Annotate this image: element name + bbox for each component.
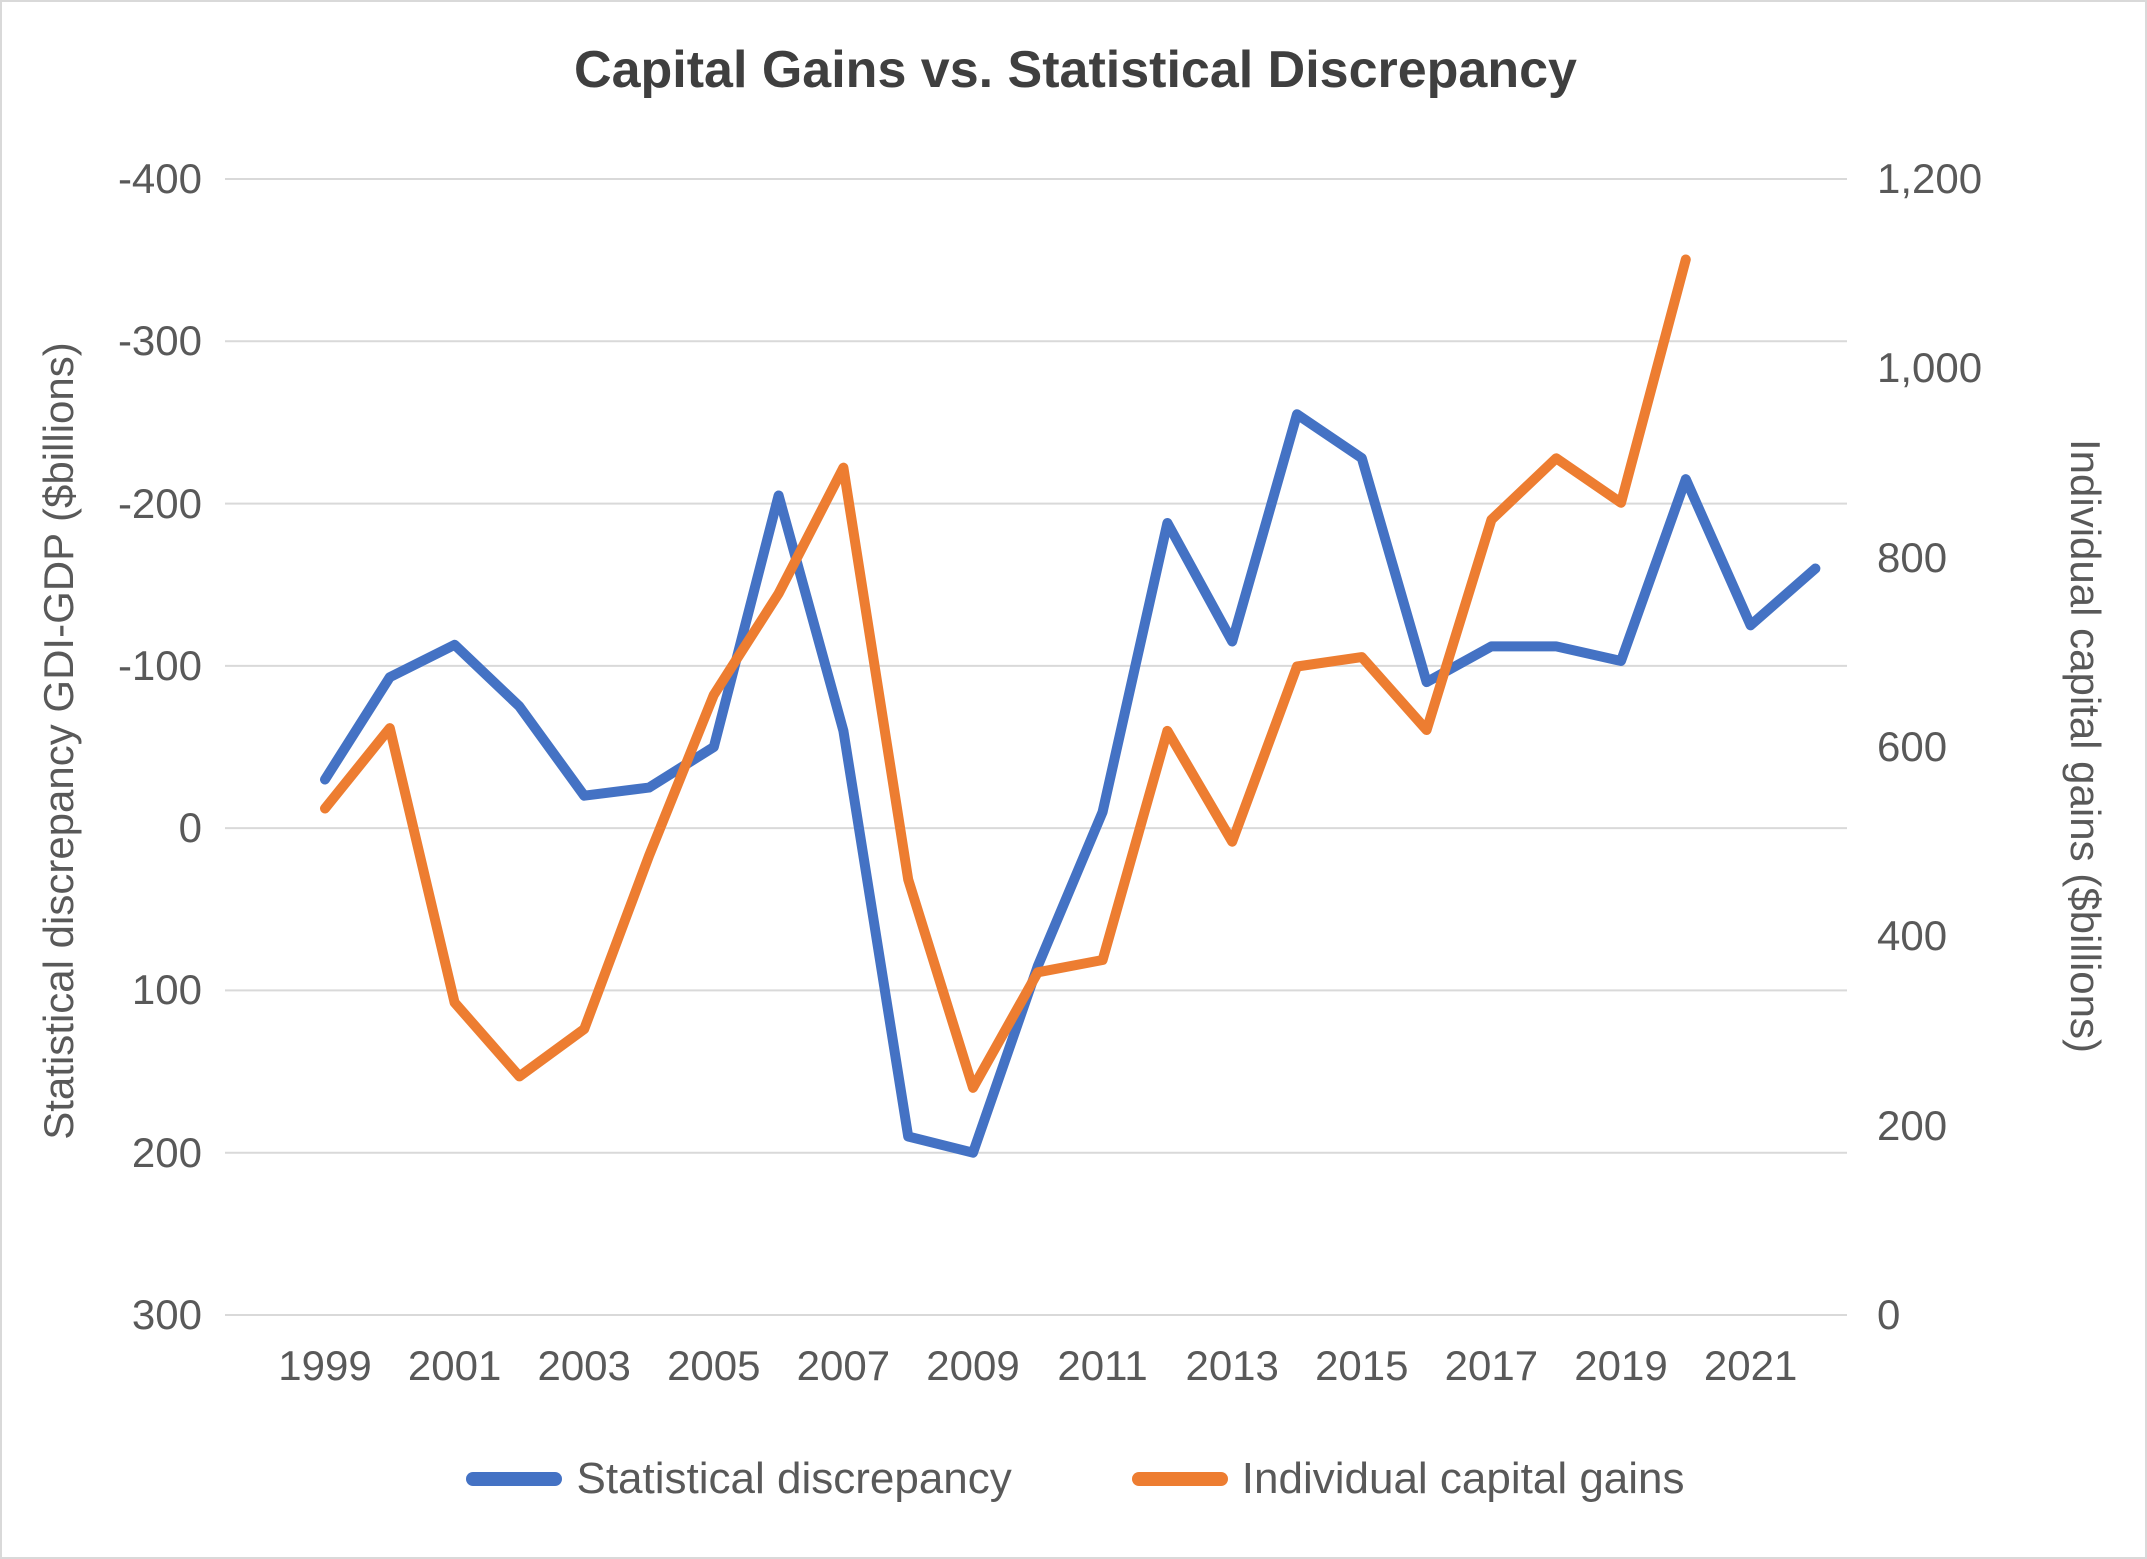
right-axis-tick-label: 800 xyxy=(1877,533,1948,581)
left-axis-title: Statistical discrepancy GDI-GDP ($billio… xyxy=(35,342,82,1140)
x-axis-tick-label: 2009 xyxy=(926,1342,1020,1389)
right-axis-tick-label: 1,000 xyxy=(1877,344,1983,392)
x-axis-tick-label: 2013 xyxy=(1185,1342,1279,1389)
right-axis-tick-label: 400 xyxy=(1877,912,1948,960)
left-axis-tick-label: 100 xyxy=(131,966,202,1014)
legend-item-individual-capital-gains: Individual capital gains xyxy=(1131,1454,1685,1504)
legend-label: Statistical discrepancy xyxy=(576,1454,1012,1503)
series-lines xyxy=(320,254,1821,1158)
left-axis-tick-label: 300 xyxy=(131,1291,202,1338)
right-axis-tick-label: 1,200 xyxy=(1877,155,1983,202)
legend: Statistical discrepancy Individual capit… xyxy=(2,1454,2145,1504)
left-axis-tick-label: -400 xyxy=(117,155,202,202)
right-axis-tick-label: 600 xyxy=(1877,723,1948,770)
x-axis-tick-label: 2019 xyxy=(1574,1342,1668,1389)
x-axis-tick-label: 2021 xyxy=(1703,1342,1798,1389)
x-axis-tick-label: 1999 xyxy=(278,1342,372,1389)
legend-swatch-orange-line xyxy=(1131,1472,1228,1486)
right-axis-tick-label: 0 xyxy=(1877,1291,1901,1338)
right-axis-tick-label: 200 xyxy=(1877,1101,1948,1149)
left-axis-tick-label: -200 xyxy=(117,479,202,527)
legend-swatch-blue-line xyxy=(466,1472,563,1486)
legend-label: Individual capital gains xyxy=(1241,1454,1685,1503)
x-axis-tick-label: 2015 xyxy=(1315,1342,1409,1389)
legend-item-statistical-discrepancy: Statistical discrepancy xyxy=(466,1454,1012,1504)
x-axis-tick-label: 2017 xyxy=(1444,1342,1539,1389)
right-axis-title: Individual capital gains ($billions) xyxy=(2062,438,2109,1053)
gridlines xyxy=(225,178,1847,1316)
left-axis-tick-label: -300 xyxy=(117,317,202,365)
series-line-statistical-discrepancy xyxy=(320,409,1821,1158)
x-axis-tick-label: 2011 xyxy=(1057,1342,1148,1389)
chart-title: Capital Gains vs. Statistical Discrepanc… xyxy=(574,41,1577,99)
series-line-individual-capital-gains xyxy=(320,254,1691,1093)
x-axis-tick-label: 2003 xyxy=(537,1342,631,1389)
left-axis-tick-label: -100 xyxy=(117,641,202,689)
left-axis-tick-label: 0 xyxy=(178,804,202,852)
left-axis-tick-label: 200 xyxy=(131,1128,202,1176)
x-axis-tick-label: 2001 xyxy=(407,1342,502,1389)
x-axis-tick-label: 2007 xyxy=(796,1342,891,1389)
x-axis-tick-label: 2005 xyxy=(667,1342,761,1389)
